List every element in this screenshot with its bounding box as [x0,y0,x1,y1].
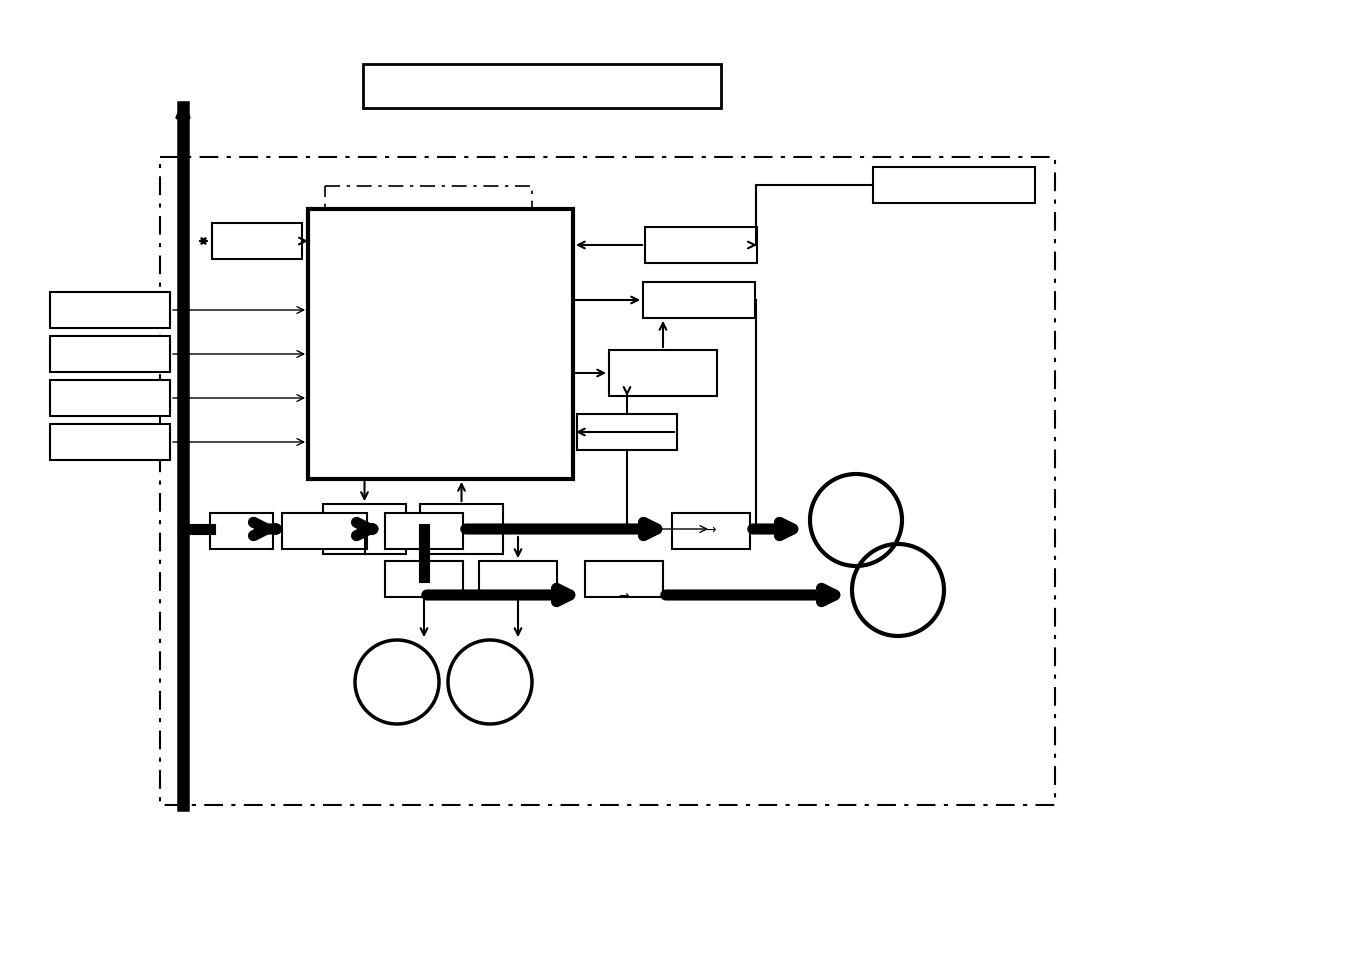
Bar [159,158,1055,805]
Bar [644,228,757,264]
Bar [308,210,573,479]
Text: →: → [419,523,430,536]
Bar [212,224,303,260]
Bar [643,283,755,318]
Bar [671,514,750,550]
Bar [577,415,677,451]
Text: →: → [705,523,716,536]
Bar [50,380,170,416]
Bar [480,561,557,598]
Bar [385,561,463,598]
Bar [420,504,503,555]
Bar [50,336,170,373]
Bar [50,424,170,460]
Bar [282,514,367,550]
Bar [873,168,1035,204]
Bar [326,187,532,223]
Bar [50,293,170,329]
Bar [385,514,463,550]
Bar [363,65,721,109]
Bar [323,504,407,555]
Bar [609,351,717,396]
Text: →: → [619,589,630,602]
Bar [585,561,663,598]
Bar [209,514,273,550]
